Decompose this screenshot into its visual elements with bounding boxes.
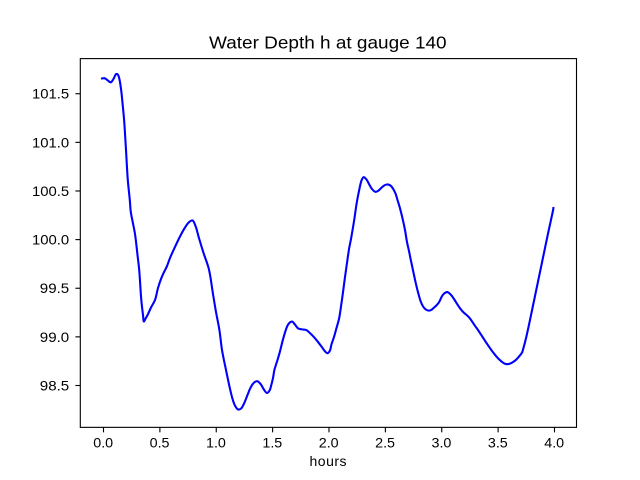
svg-text:hours: hours <box>310 453 347 469</box>
svg-text:Water Depth h at gauge 140: Water Depth h at gauge 140 <box>209 32 447 52</box>
svg-text:100.0: 100.0 <box>32 232 69 248</box>
svg-text:3.0: 3.0 <box>432 435 452 451</box>
svg-text:98.5: 98.5 <box>40 378 70 394</box>
svg-text:100.5: 100.5 <box>32 183 69 199</box>
svg-text:101.0: 101.0 <box>32 134 69 150</box>
svg-text:3.5: 3.5 <box>488 435 508 451</box>
svg-text:2.5: 2.5 <box>375 435 395 451</box>
svg-text:0.0: 0.0 <box>93 435 113 451</box>
svg-text:1.5: 1.5 <box>262 435 282 451</box>
svg-text:101.5: 101.5 <box>32 86 69 102</box>
svg-text:1.0: 1.0 <box>206 435 226 451</box>
svg-text:0.5: 0.5 <box>150 435 170 451</box>
svg-text:4.0: 4.0 <box>544 435 564 451</box>
svg-text:2.0: 2.0 <box>319 435 339 451</box>
svg-text:99.0: 99.0 <box>40 329 70 345</box>
svg-text:99.5: 99.5 <box>40 280 70 296</box>
